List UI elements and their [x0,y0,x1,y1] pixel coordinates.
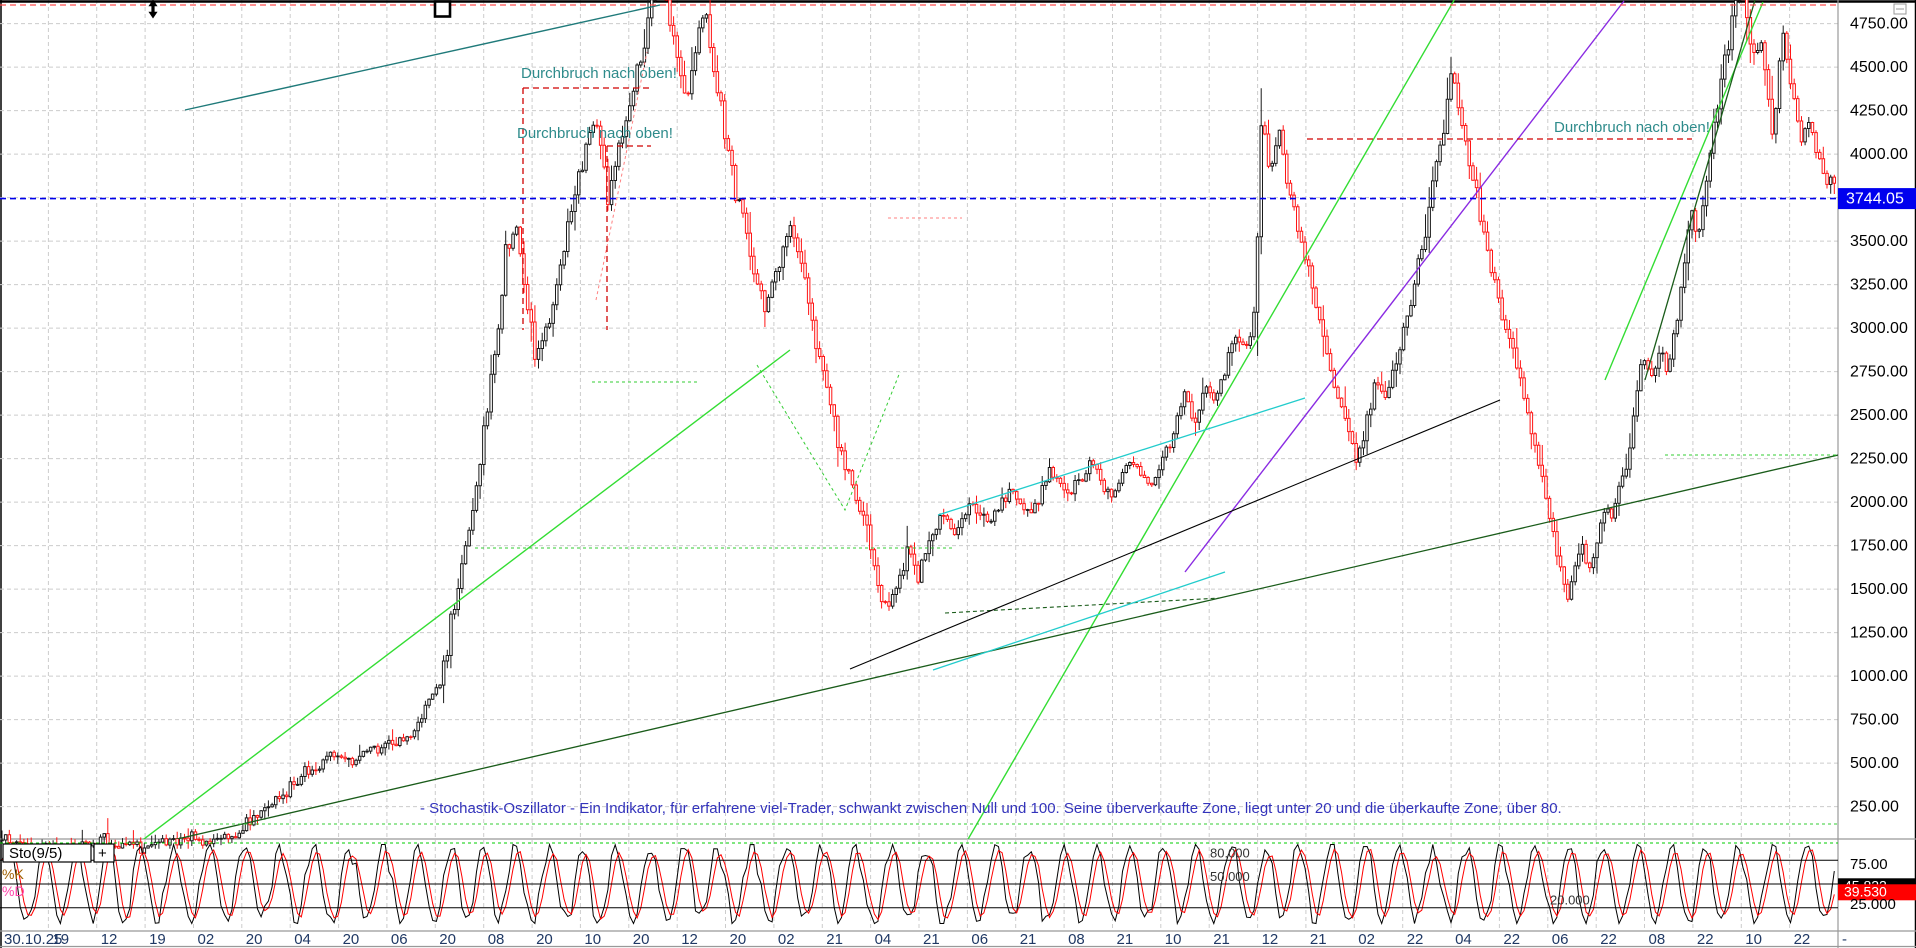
svg-text:02: 02 [1358,931,1375,948]
svg-text:20: 20 [730,931,747,948]
svg-text:3500.00: 3500.00 [1850,233,1908,250]
svg-text:Sto(9/5): Sto(9/5) [9,845,62,862]
svg-text:10: 10 [1165,931,1182,948]
svg-text:Durchbruch nach oben!: Durchbruch nach oben! [517,125,673,142]
svg-text:1750.00: 1750.00 [1850,538,1908,555]
svg-text:22: 22 [1794,931,1811,948]
svg-text:2750.00: 2750.00 [1850,364,1908,381]
svg-text:04: 04 [1455,931,1472,948]
svg-text:19: 19 [52,931,69,948]
svg-text:20: 20 [343,931,360,948]
svg-text:2500.00: 2500.00 [1850,407,1908,424]
svg-text:08: 08 [1649,931,1666,948]
svg-text:04: 04 [294,931,311,948]
svg-text:%D: %D [2,883,25,899]
svg-text:08: 08 [1068,931,1085,948]
svg-text:21: 21 [1213,931,1230,948]
svg-text:2250.00: 2250.00 [1850,451,1908,468]
svg-text:1500.00: 1500.00 [1850,581,1908,598]
svg-text:12: 12 [1262,931,1279,948]
svg-text:750.00: 750.00 [1850,712,1899,729]
svg-text:06: 06 [1552,931,1569,948]
svg-text:- Stochastik-Oszillator - Ein: - Stochastik-Oszillator - Ein Indikator,… [420,800,1562,817]
svg-text:1250.00: 1250.00 [1850,625,1908,642]
svg-text:21: 21 [1117,931,1134,948]
svg-text:12: 12 [681,931,698,948]
svg-text:3250.00: 3250.00 [1850,277,1908,294]
svg-text:22: 22 [1697,931,1714,948]
svg-text:20: 20 [536,931,553,948]
svg-text:4500.00: 4500.00 [1850,59,1908,76]
svg-text:2000.00: 2000.00 [1850,494,1908,511]
svg-text:4750.00: 4750.00 [1850,16,1908,33]
svg-text:06: 06 [971,931,988,948]
svg-text:4000.00: 4000.00 [1850,146,1908,163]
svg-text:21: 21 [1020,931,1037,948]
svg-text:22: 22 [1503,931,1520,948]
svg-text:80.000: 80.000 [1210,845,1250,860]
svg-text:21: 21 [923,931,940,948]
svg-text:4250.00: 4250.00 [1850,103,1908,120]
svg-text:Durchbruch nach oben!: Durchbruch nach oben! [521,65,677,82]
svg-text:3744.05: 3744.05 [1846,191,1904,208]
svg-text:25.000: 25.000 [1850,896,1896,913]
svg-text:21: 21 [1310,931,1327,948]
svg-text:20: 20 [246,931,263,948]
svg-text:500.00: 500.00 [1850,755,1899,772]
svg-text:22: 22 [1600,931,1617,948]
svg-text:3000.00: 3000.00 [1850,320,1908,337]
svg-text:21: 21 [826,931,843,948]
svg-text:-: - [1842,931,1847,948]
svg-text:02: 02 [198,931,215,948]
svg-text:06: 06 [391,931,408,948]
svg-text:10: 10 [1745,931,1762,948]
svg-text:12: 12 [101,931,118,948]
svg-text:75.00: 75.00 [1850,856,1888,873]
svg-text:02: 02 [778,931,795,948]
svg-text:Durchbruch nach oben!: Durchbruch nach oben! [1554,119,1710,136]
svg-text:10: 10 [584,931,601,948]
svg-text:08: 08 [488,931,505,948]
svg-text:50.000: 50.000 [1210,869,1250,884]
svg-text:%K: %K [2,866,24,882]
svg-text:22: 22 [1407,931,1424,948]
svg-text:20.000: 20.000 [1550,893,1590,908]
svg-text:20: 20 [439,931,456,948]
svg-text:19: 19 [149,931,166,948]
svg-text:20: 20 [633,931,650,948]
svg-text:250.00: 250.00 [1850,799,1899,816]
svg-text:1000.00: 1000.00 [1850,668,1908,685]
svg-text:+: + [98,845,107,862]
svg-text:04: 04 [875,931,892,948]
